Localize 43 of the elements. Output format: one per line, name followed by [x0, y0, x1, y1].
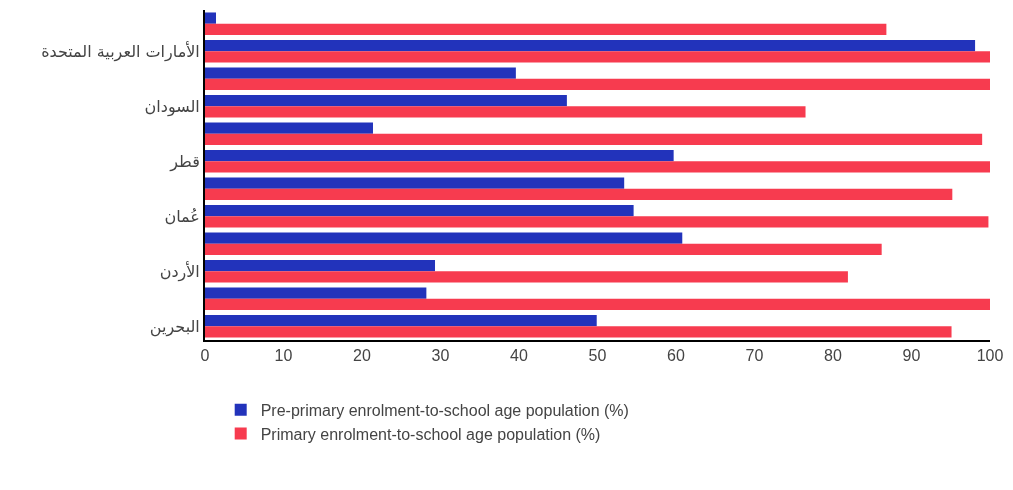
bar — [205, 161, 990, 173]
y-tick-label: السودان — [144, 96, 200, 117]
bar — [205, 287, 427, 299]
bar — [205, 149, 674, 162]
bar — [205, 106, 806, 118]
bar — [205, 78, 990, 91]
x-tick-label: 80 — [824, 347, 842, 365]
bar — [205, 188, 953, 201]
bar — [205, 39, 976, 52]
bar — [205, 232, 683, 244]
bar — [205, 216, 989, 228]
legend-label: Primary enrolment-to-school age population (%) — [260, 425, 601, 443]
bar — [205, 94, 567, 107]
bar — [205, 67, 516, 79]
x-tick-label: 10 — [274, 347, 293, 365]
x-tick-label: 0 — [200, 347, 210, 365]
bar — [205, 243, 882, 256]
y-tick-label: عُمان — [164, 206, 200, 226]
bar — [205, 326, 952, 338]
bar — [205, 122, 373, 134]
x-tick-label: 60 — [667, 347, 685, 365]
x-tick-label: 90 — [902, 347, 921, 365]
bar — [205, 133, 983, 146]
bar — [205, 259, 436, 272]
bar — [205, 271, 848, 283]
bar — [205, 23, 887, 36]
legend-label: Pre-primary enrolment-to-school age population (%) — [260, 401, 629, 419]
x-tick-label: 50 — [588, 347, 607, 365]
bar — [205, 298, 990, 311]
x-tick-label: 40 — [510, 347, 528, 365]
y-tick-label: الأمارات العربية المتحدة — [41, 40, 200, 62]
x-tick-label: 20 — [353, 347, 371, 365]
y-tick-label: الأردن — [159, 260, 200, 282]
y-tick-label: البحرين — [149, 316, 200, 337]
x-tick-label: 100 — [976, 347, 1004, 365]
bar — [205, 12, 216, 24]
bar — [205, 314, 597, 327]
y-tick-label: قطر — [169, 151, 200, 172]
bar — [205, 177, 625, 189]
x-tick-label: 30 — [431, 347, 450, 365]
bar — [205, 204, 634, 217]
x-tick-label: 70 — [745, 347, 764, 365]
bar — [205, 51, 990, 63]
